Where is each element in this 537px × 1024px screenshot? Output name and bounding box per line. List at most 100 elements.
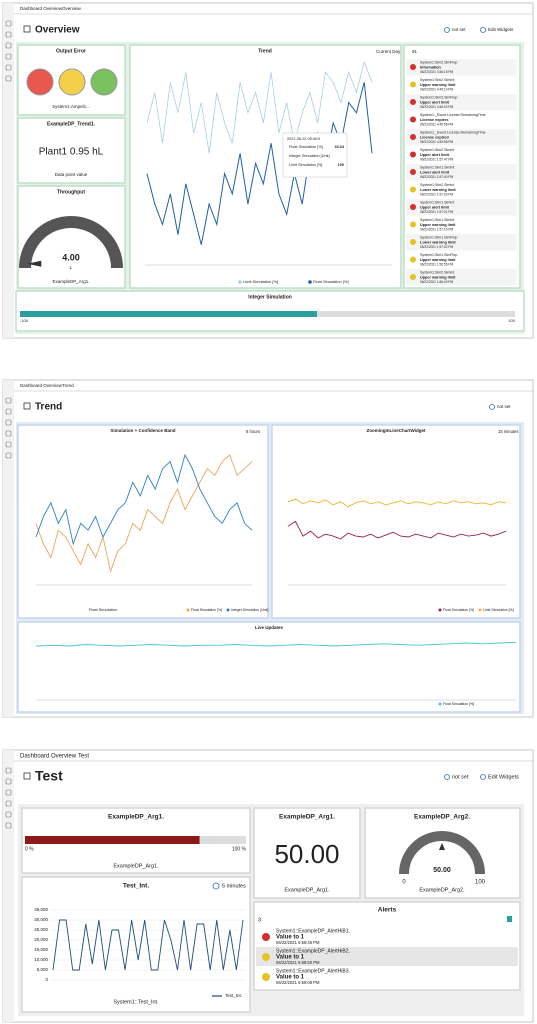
alert-icon xyxy=(410,256,416,263)
nav-icon[interactable] xyxy=(5,31,12,38)
widget-title: ExampleDP_Trend1. xyxy=(47,121,96,127)
nav-icon[interactable] xyxy=(5,800,12,807)
alert-message: Value to 1 xyxy=(276,935,305,941)
tick-label: -100 xyxy=(20,318,29,323)
nav-icon[interactable] xyxy=(5,419,12,426)
alert-row[interactable] xyxy=(256,927,518,946)
widget-title: Alerts xyxy=(378,907,397,914)
alert-count: 91 xyxy=(412,49,418,54)
nav-icon[interactable] xyxy=(5,20,12,27)
legend-label: Limit Simulation [%] xyxy=(483,608,514,612)
alert-row[interactable] xyxy=(406,181,516,199)
alert-icon xyxy=(410,116,416,123)
nav-icon[interactable] xyxy=(5,778,12,785)
alert-row[interactable] xyxy=(406,76,516,94)
alert-row[interactable] xyxy=(406,111,516,129)
signal-light xyxy=(26,68,54,96)
legend-label: Float Simulation [%] xyxy=(443,608,474,612)
widget-title: ExampleDP_Arg1. xyxy=(108,814,164,821)
alert-icon xyxy=(410,99,416,105)
alert-row[interactable] xyxy=(406,269,516,286)
y-tick-label: 15,000 xyxy=(34,947,48,952)
alert-source: System1:Sim1.SimInt xyxy=(420,165,454,169)
pause-icon[interactable] xyxy=(507,916,512,922)
alert-time: 06/22/2021 4:46:15 PM xyxy=(420,70,453,74)
alert-row[interactable] xyxy=(406,129,516,146)
nav-icon[interactable] xyxy=(5,441,12,448)
alert-time: 06/22/2021 4:45:58 PM xyxy=(420,122,453,126)
tooltip-name: Float Simulation [%] xyxy=(289,145,323,149)
alert-message: Lower warning limit xyxy=(420,241,456,245)
alert-message: Information xyxy=(420,66,442,70)
alert-icon xyxy=(262,933,270,941)
nav-icon[interactable] xyxy=(5,64,12,71)
alert-row[interactable] xyxy=(406,146,516,164)
legend-label: Integer Simulation [Unit] xyxy=(231,608,268,612)
alert-row[interactable] xyxy=(406,251,516,269)
action[interactable]: not set xyxy=(452,27,466,32)
alert-message: Upper alert limit xyxy=(420,101,450,105)
nav-icon[interactable] xyxy=(5,397,12,404)
widget xyxy=(271,424,521,619)
lock-icon xyxy=(23,402,31,410)
nav-icon[interactable] xyxy=(5,811,12,818)
page-title: Test xyxy=(35,768,63,784)
range-link[interactable]: Current Day xyxy=(376,49,401,54)
nav-icon[interactable] xyxy=(5,452,12,459)
alert-row[interactable] xyxy=(406,94,516,111)
range-icon xyxy=(212,882,220,890)
alert-row[interactable] xyxy=(406,234,516,251)
legend-label: Float Simulation [%] xyxy=(313,279,349,284)
alert-source: System1:Sim2.SimInt xyxy=(420,148,454,152)
action[interactable]: Edit Widgets xyxy=(488,27,514,32)
breadcrumb[interactable]: Dashboard Overview xyxy=(20,6,63,11)
alert-row[interactable] xyxy=(406,199,516,216)
y-tick-label: 35,000 xyxy=(34,907,48,912)
action[interactable]: not set xyxy=(497,404,511,409)
breadcrumb[interactable]: Dashboard Overview xyxy=(20,383,63,388)
tick-label: 100 xyxy=(508,318,515,323)
action[interactable]: Edit Widgets xyxy=(488,774,519,780)
nav-icon[interactable] xyxy=(5,789,12,796)
range-link[interactable]: 15 minutes xyxy=(498,429,518,434)
sidebar xyxy=(3,750,14,1022)
breadcrumb[interactable]: Dashboard Overview xyxy=(20,754,77,760)
widget-title: Trend xyxy=(258,48,272,54)
alert-icon xyxy=(262,953,270,961)
alert-source: System1:Sim2.SimFlop xyxy=(420,60,457,64)
widget xyxy=(17,117,126,184)
series-line xyxy=(52,919,244,971)
alert-row[interactable] xyxy=(256,967,518,986)
widget-title: Live Updates xyxy=(255,625,284,630)
alert-time: 06/22/2021 1:57:15 PM xyxy=(420,227,453,231)
action[interactable]: not set xyxy=(452,774,469,780)
nav-icon[interactable] xyxy=(5,53,12,60)
widget xyxy=(129,44,402,289)
nav-icon[interactable] xyxy=(5,75,12,82)
breadcrumb-current: Overview xyxy=(62,6,82,11)
legend-swatch xyxy=(478,608,482,612)
nav-icon[interactable] xyxy=(5,767,12,774)
y-tick-label: 25,000 xyxy=(34,927,48,932)
nav-icon[interactable] xyxy=(5,42,12,49)
alert-row[interactable] xyxy=(256,947,518,966)
alert-icon xyxy=(410,239,416,245)
alert-message: Upper warning limit xyxy=(420,258,456,262)
range-link[interactable]: 8 hours xyxy=(246,429,260,434)
legend-label: Test_Int. xyxy=(225,993,242,998)
alert-row[interactable] xyxy=(406,59,516,76)
alert-time: 06/22/2021 6:58:45 PM xyxy=(276,940,320,945)
alert-row[interactable] xyxy=(406,216,516,234)
range-link[interactable]: 5 minutes xyxy=(222,883,246,889)
tick-label: 0 % xyxy=(25,846,34,852)
alert-source: System1:Sim1.SimFlop xyxy=(420,253,457,257)
alert-time: 06/22/2021 1:56:40 PM xyxy=(420,280,453,284)
alert-row[interactable] xyxy=(406,164,516,181)
alert-source: System1:Sim2.SimFlop xyxy=(420,95,457,99)
alert-source: System1:Sim2.SimInt xyxy=(420,270,454,274)
nav-icon[interactable] xyxy=(5,822,12,829)
nav-icon[interactable] xyxy=(5,430,12,437)
alert-time: 06/22/2021 1:57:33 PM xyxy=(420,192,453,196)
tooltip-name: Integer Simulation [Unit] xyxy=(289,154,330,158)
nav-icon[interactable] xyxy=(5,408,12,415)
